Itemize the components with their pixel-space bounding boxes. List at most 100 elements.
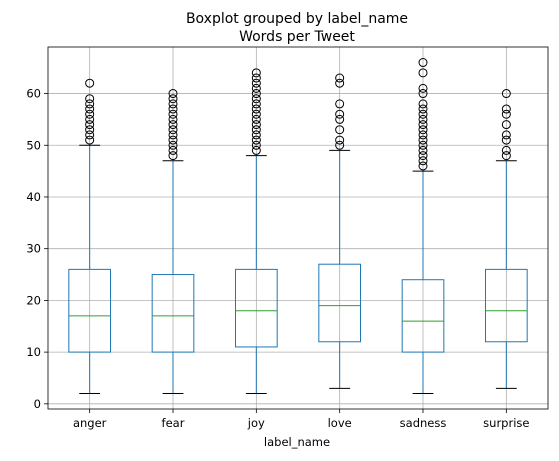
flier-point bbox=[418, 114, 428, 124]
flier-point bbox=[335, 109, 345, 119]
flier-point bbox=[251, 114, 261, 124]
y-tick-label: 0 bbox=[34, 397, 41, 411]
flier-point bbox=[251, 78, 261, 88]
flier-point bbox=[85, 135, 95, 145]
flier-point bbox=[418, 135, 428, 145]
flier-point bbox=[418, 104, 428, 114]
y-tick-label: 10 bbox=[26, 345, 41, 359]
grid-lines bbox=[48, 47, 548, 409]
flier-point bbox=[168, 125, 178, 135]
box-iqr bbox=[401, 279, 445, 353]
flier-point bbox=[335, 73, 345, 83]
box-group-surprise bbox=[485, 89, 528, 389]
x-tick-label: love bbox=[328, 416, 352, 430]
flier-point bbox=[85, 78, 95, 88]
y-tick-label: 20 bbox=[26, 293, 41, 307]
flier-point bbox=[418, 156, 428, 166]
flier-point bbox=[168, 99, 178, 109]
flier-point bbox=[501, 104, 511, 114]
flier-point bbox=[251, 135, 261, 145]
flier-point bbox=[335, 135, 345, 145]
flier-point bbox=[335, 140, 345, 150]
y-tick-label: 40 bbox=[26, 190, 41, 204]
flier-point bbox=[335, 125, 345, 135]
flier-point bbox=[85, 125, 95, 135]
flier-point bbox=[85, 114, 95, 124]
box-iqr bbox=[151, 274, 195, 353]
x-axis-label: label_name bbox=[264, 435, 330, 449]
boxes bbox=[68, 58, 528, 394]
flier-point bbox=[168, 109, 178, 119]
flier-point bbox=[251, 89, 261, 99]
flier-point bbox=[501, 109, 511, 119]
flier-point bbox=[251, 99, 261, 109]
flier-point bbox=[501, 130, 511, 140]
flier-point bbox=[251, 140, 261, 150]
flier-point bbox=[168, 130, 178, 140]
box-iqr bbox=[235, 268, 278, 348]
flier-point bbox=[501, 120, 511, 130]
axis-ticks: 0 10 20 30 40 50 60 anger fear joy love sadness surp… bbox=[26, 87, 529, 430]
box-iqr bbox=[485, 268, 528, 343]
flier-point bbox=[251, 73, 261, 83]
y-tick-label: 50 bbox=[26, 138, 41, 152]
flier-point bbox=[85, 94, 95, 104]
flier-point bbox=[501, 145, 511, 155]
flier-point bbox=[501, 135, 511, 145]
x-tick-label: surprise bbox=[483, 416, 529, 430]
flier-point bbox=[251, 145, 261, 155]
flier-point bbox=[418, 89, 428, 99]
box-group-fear bbox=[151, 89, 195, 394]
flier-point bbox=[335, 78, 345, 88]
flier-point bbox=[168, 94, 178, 104]
plot-area-frame bbox=[47, 46, 549, 410]
flier-point bbox=[168, 145, 178, 155]
box-group-sadness bbox=[401, 58, 445, 394]
box-group-anger bbox=[68, 78, 112, 394]
flier-point bbox=[168, 140, 178, 150]
flier-point bbox=[335, 114, 345, 124]
flier-point bbox=[418, 120, 428, 130]
flier-point bbox=[251, 68, 261, 78]
chart-suptitle: Boxplot grouped by label_name bbox=[186, 11, 408, 27]
flier-point bbox=[418, 151, 428, 161]
flier-point bbox=[251, 94, 261, 104]
flier-point bbox=[335, 99, 345, 109]
x-tick-label: joy bbox=[247, 416, 265, 430]
flier-point bbox=[418, 83, 428, 93]
flier-point bbox=[168, 89, 178, 99]
flier-point bbox=[251, 109, 261, 119]
flier-point bbox=[168, 104, 178, 114]
box-iqr bbox=[68, 268, 112, 353]
flier-point bbox=[251, 130, 261, 140]
flier-point bbox=[418, 161, 428, 171]
flier-point bbox=[85, 120, 95, 130]
y-tick-label: 30 bbox=[26, 242, 41, 256]
flier-point bbox=[418, 68, 428, 78]
flier-point bbox=[168, 135, 178, 145]
flier-point bbox=[501, 151, 511, 161]
box-group-joy bbox=[235, 68, 278, 394]
flier-point bbox=[168, 114, 178, 124]
flier-point bbox=[418, 140, 428, 150]
x-tick-label: fear bbox=[162, 416, 185, 430]
flier-point bbox=[251, 120, 261, 130]
flier-point bbox=[418, 125, 428, 135]
flier-point bbox=[251, 83, 261, 93]
flier-point bbox=[85, 104, 95, 114]
box-group-love bbox=[318, 73, 362, 389]
y-tick-label: 60 bbox=[26, 87, 41, 101]
flier-point bbox=[418, 145, 428, 155]
flier-point bbox=[85, 109, 95, 119]
flier-point bbox=[251, 104, 261, 114]
flier-point bbox=[418, 99, 428, 109]
box-iqr bbox=[318, 263, 362, 343]
flier-point bbox=[501, 89, 511, 99]
flier-point bbox=[85, 99, 95, 109]
flier-point bbox=[168, 151, 178, 161]
flier-point bbox=[418, 130, 428, 140]
x-tick-label: sadness bbox=[400, 416, 447, 430]
flier-point bbox=[418, 109, 428, 119]
flier-point bbox=[251, 125, 261, 135]
